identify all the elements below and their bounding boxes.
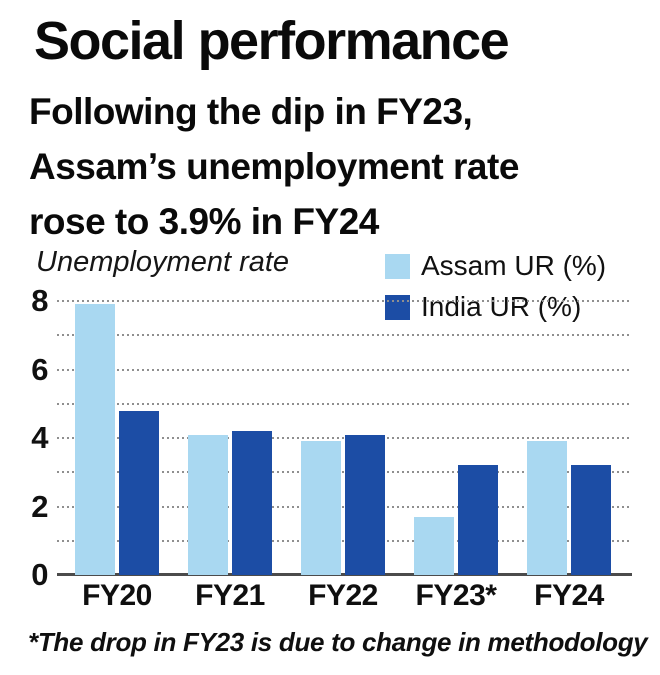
- bar-assam-FY22: [301, 441, 341, 575]
- y-axis-title: Unemployment rate: [36, 246, 290, 278]
- gridline-2: [57, 505, 630, 508]
- x-label-FY24: FY24: [534, 579, 604, 612]
- bar-assam-FY23: [414, 517, 454, 575]
- bar-assam-FY24: [527, 441, 567, 575]
- legend-item-india: India UR (%): [385, 291, 606, 323]
- gridline-7: [57, 334, 630, 337]
- plot-area: 0 2 4 6 8: [0, 284, 660, 592]
- footnote: *The drop in FY23 is due to change in me…: [28, 627, 648, 657]
- chart-subtitle: Following the dip in FY23, Assam’s unemp…: [29, 84, 519, 249]
- y-tick-4: 4: [31, 420, 48, 455]
- legend-label-assam: Assam UR (%): [421, 250, 607, 281]
- y-tick-8: 8: [31, 283, 48, 318]
- gridline-6: [57, 368, 630, 371]
- gridline-5: [57, 402, 630, 405]
- legend-item-assam: Assam UR (%): [385, 250, 606, 282]
- bar-india-FY24: [571, 465, 611, 575]
- x-label-FY21: FY21: [195, 579, 265, 612]
- subtitle-line-1: Following the dip in FY23,: [29, 91, 473, 132]
- india-swatch-icon: [385, 294, 410, 320]
- gridline-3: [57, 471, 630, 474]
- legend-label-india: India UR (%): [421, 291, 582, 322]
- subtitle-line-3: rose to 3.9% in FY24: [29, 201, 379, 242]
- chart-title: Social performance: [34, 11, 510, 71]
- gridline-4: [57, 437, 630, 439]
- bar-assam-FY20: [75, 304, 115, 575]
- x-label-FY20: FY20: [82, 579, 152, 612]
- subtitle-line-2: Assam’s unemployment rate: [29, 146, 519, 187]
- bar-india-FY22: [345, 435, 385, 575]
- bar-india-FY20: [119, 411, 159, 575]
- chart-legend: Assam UR (%) India UR (%): [385, 250, 606, 323]
- bar-india-FY23: [458, 465, 498, 575]
- y-tick-6: 6: [31, 351, 48, 387]
- x-label-FY22: FY22: [308, 579, 378, 612]
- gridline-1: [57, 539, 630, 542]
- bar-india-FY21: [232, 431, 272, 575]
- x-axis-line: [57, 573, 632, 576]
- bar-assam-FY21: [188, 435, 228, 575]
- assam-swatch-icon: [385, 253, 410, 279]
- y-tick-2: 2: [31, 488, 48, 524]
- y-tick-0: 0: [31, 557, 48, 592]
- x-label-FY23: FY23*: [415, 579, 497, 612]
- gridline-8: [57, 300, 630, 302]
